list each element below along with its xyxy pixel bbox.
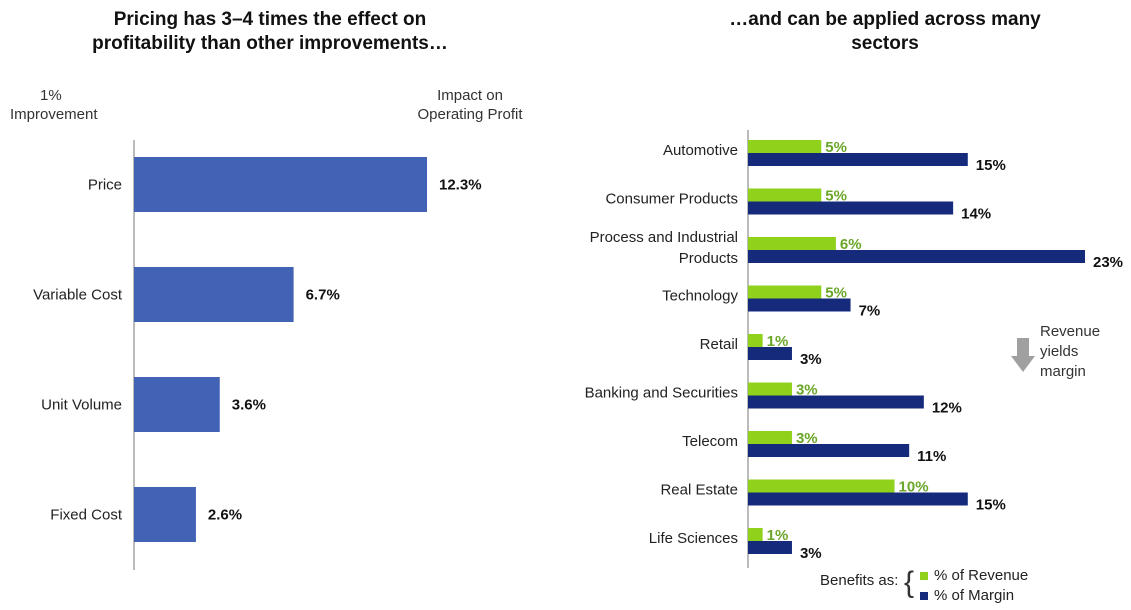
margin-bar [748,201,954,215]
legend-item-revenue: % of Revenue [920,567,1028,584]
left-value-label: 12.3% [439,177,482,194]
improvement-header-line-2: Improvement [10,106,98,123]
right-category-label: Process and Industrial [590,229,738,246]
margin-bar [748,492,968,506]
margin-bar [748,347,792,360]
revenue-value-label: 5% [825,188,847,205]
margin-value-label: 23% [1093,254,1123,271]
right-category-label: Real Estate [660,482,738,499]
margin-value-label: 15% [976,157,1006,174]
revenue-bar [748,528,763,541]
left-category-label: Price [88,177,122,194]
margin-value-label: 3% [800,545,822,562]
left-title-line-2: profitability than other improvements… [92,33,448,54]
left-category-label: Fixed Cost [50,507,123,524]
margin-value-label: 3% [800,351,822,368]
brace-icon: { [904,566,915,599]
left-value-label: 6.7% [306,287,340,304]
right-category-label: Technology [662,288,738,305]
left-title-line-1: Pricing has 3–4 times the effect on [113,9,427,30]
margin-bar [748,444,910,457]
legend-text-revenue: % of Revenue [934,567,1029,584]
left-bar [134,487,196,542]
left-category-label: Unit Volume [41,397,122,414]
right-category-label: Products [679,250,738,267]
revenue-bar [748,237,836,250]
margin-bar [748,541,792,554]
right-category-label: Consumer Products [605,191,738,208]
legend-label: Benefits as: [820,572,899,589]
margin-bar [748,395,924,409]
margin-bar [748,250,1085,263]
left-value-label: 3.6% [232,397,266,414]
margin-value-label: 12% [932,400,962,417]
right-category-label: Automotive [663,142,738,159]
left-bar [134,157,427,212]
impact-header-line-1: Impact on [437,87,503,104]
revenue-bar [748,479,895,493]
right-category-label: Telecom [682,433,738,450]
right-category-label: Banking and Securities [585,385,738,402]
note-line-2: yields [1040,343,1079,360]
legend-swatch-margin [920,592,928,601]
revenue-value-label: 1% [767,333,789,350]
note-line-3: margin [1040,363,1086,380]
right-title-line-2: sectors [851,33,919,54]
margin-bar [748,153,968,166]
revenue-bar [748,334,763,347]
margin-bar [748,298,851,312]
right-title-line-1: …and can be applied across many [729,9,1041,30]
note-line-1: Revenue [1040,323,1101,340]
revenue-value-label: 10% [899,479,929,496]
revenue-value-label: 5% [825,139,847,156]
left-category-label: Variable Cost [33,287,123,304]
revenue-value-label: 6% [840,236,862,253]
margin-value-label: 15% [976,497,1006,514]
revenue-value-label: 5% [825,285,847,302]
revenue-bar [748,140,822,153]
revenue-bar [748,382,792,396]
revenue-bar [748,188,822,202]
legend-item-margin: % of Margin [920,587,1014,604]
down-arrow-icon [1011,338,1035,374]
left-bar [134,377,220,432]
left-bar [134,267,294,322]
right-category-label: Life Sciences [649,530,738,547]
impact-header: Impact on Operating Profit [390,86,550,124]
revenue-bar [748,431,792,444]
left-value-label: 2.6% [208,507,242,524]
margin-value-label: 7% [859,303,881,320]
legend-text-margin: % of Margin [934,587,1015,604]
right-chart-title: …and can be applied across many sectors [650,8,1120,56]
revenue-yields-margin-note: Revenue yields margin [1040,322,1100,382]
legend-swatch-revenue [920,572,928,581]
revenue-value-label: 3% [796,382,818,399]
improvement-header-line-1: 1% [40,87,62,104]
right-category-label: Retail [700,336,738,353]
left-chart-title: Pricing has 3–4 times the effect on prof… [10,8,530,56]
margin-value-label: 11% [917,448,946,465]
revenue-value-label: 1% [767,527,789,544]
revenue-value-label: 3% [796,430,818,447]
improvement-header: 1% Improvement [10,86,130,124]
impact-header-line-2: Operating Profit [417,106,523,123]
margin-value-label: 14% [961,206,991,223]
revenue-bar [748,285,822,299]
